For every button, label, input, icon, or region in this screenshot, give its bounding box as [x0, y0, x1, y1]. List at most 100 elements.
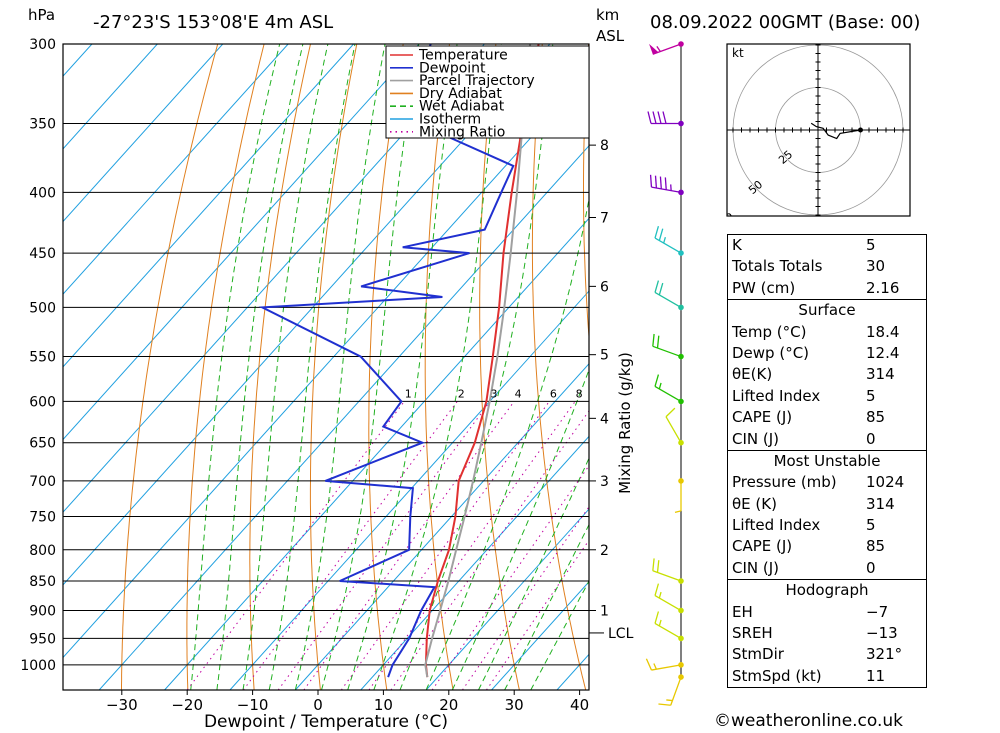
- row-label: θE (K): [732, 494, 777, 513]
- pressure-tick-label: 650: [29, 436, 56, 452]
- table-title: Most Unstable: [773, 451, 881, 470]
- row-value: 11: [866, 666, 886, 685]
- isobar-lines: [63, 43, 589, 666]
- table-row: Lifted Index 5: [728, 515, 926, 536]
- wet-adiabat-line: [425, 196, 589, 690]
- wind-barb: [645, 658, 684, 671]
- height-tick-label: 8: [600, 138, 609, 154]
- table-row: Totals Totals 30: [728, 256, 926, 277]
- wind-barb: [652, 333, 684, 360]
- row-label: Pressure (mb): [732, 473, 837, 492]
- dry-adiabat-line: [309, 44, 358, 690]
- legend-entry: Temperature: [418, 48, 508, 64]
- row-label: Totals Totals: [732, 257, 823, 276]
- row-value: 1024: [866, 473, 905, 492]
- isotherm-line: [63, 44, 354, 368]
- table-row: θE(K) 314: [728, 364, 926, 385]
- wind-barb: [652, 558, 684, 584]
- isotherm-line: [63, 44, 289, 295]
- height-tick-label: 3: [600, 474, 609, 490]
- wind-barb: [649, 41, 684, 55]
- pressure-tick-label: 700: [29, 474, 56, 490]
- table-row: CAPE (J) 85: [728, 536, 926, 557]
- mixing-ratio-line: [303, 401, 515, 690]
- row-value: −7: [866, 602, 889, 621]
- isotherm-line: [63, 44, 224, 223]
- most-unstable-table: Most Unstable Pressure (mb) 1024 θE (K) 314 L…: [727, 450, 927, 581]
- row-value: 314: [866, 494, 895, 513]
- height-tick-label: 2: [600, 543, 609, 559]
- dry-adiabat-line: [121, 44, 219, 690]
- mixing-ratio-line: [186, 401, 405, 690]
- isotherm-line: [63, 72, 589, 659]
- mixing-ratio-line: [242, 401, 458, 690]
- table-row: Pressure (mb) 1024: [728, 472, 926, 493]
- pressure-tick-label: 900: [29, 604, 56, 620]
- temperature-tick-label: −10: [237, 696, 269, 714]
- pressure-tick-label: 750: [29, 509, 56, 525]
- row-label: CAPE (J): [732, 537, 793, 556]
- row-value: 18.4: [866, 322, 900, 341]
- row-label: K: [732, 236, 742, 254]
- wet-adiabat-line: [347, 44, 458, 690]
- row-value: 314: [866, 365, 895, 384]
- height-tick-label: 1: [600, 604, 609, 620]
- temperature-tick-label: 0: [313, 696, 323, 714]
- wind-barb: [647, 111, 684, 127]
- temperature-tick-label: −20: [171, 696, 203, 714]
- surface-table: Surface Temp (°C) 18.4 Dewp (°C) 12.4 θE(K) 31…: [727, 300, 927, 451]
- row-value: 0: [866, 429, 876, 448]
- wet-adiabat-line: [478, 457, 589, 690]
- table-row: CAPE (J) 85: [728, 407, 926, 428]
- datetime-title: 08.09.2022 00GMT (Base: 00): [650, 12, 921, 33]
- dry-adiabat-line: [960, 44, 1000, 690]
- table-row: Temp (°C) 18.4: [728, 322, 926, 343]
- row-label: CAPE (J): [732, 408, 793, 427]
- isotherm-line: [63, 44, 93, 77]
- wet-adiabat-line: [190, 44, 281, 690]
- row-label: EH: [732, 602, 753, 621]
- pressure-tick-label: 1000: [20, 658, 56, 674]
- row-label: StmSpd (kt): [732, 666, 822, 685]
- isotherm-line: [164, 217, 589, 690]
- temperature-tick-label: 30: [505, 696, 524, 714]
- wind-barb: [654, 226, 684, 256]
- wet-adiabat-line: [530, 579, 589, 690]
- row-label: Lifted Index: [732, 386, 821, 405]
- dry-adiabat-line: [368, 44, 404, 690]
- height-tick-label: 5: [600, 348, 609, 364]
- mixing-ratio-label: 8: [576, 387, 583, 400]
- height-unit-label: km: [596, 6, 620, 24]
- wind-barb: [674, 478, 684, 514]
- hodograph-table: Hodograph EH −7 SREH −13 StmDir 321° StmSpd (kt…: [727, 580, 927, 689]
- legend-entry: Dewpoint: [419, 60, 486, 76]
- table-row: StmSpd (kt) 11: [728, 666, 926, 687]
- pressure-tick-label: 800: [29, 543, 56, 559]
- row-value: 5: [866, 386, 876, 405]
- wind-barb: [649, 174, 684, 196]
- row-label: SREH: [732, 624, 773, 643]
- temperature-profile-line: [424, 44, 540, 678]
- temperature-tick-label: 20: [439, 696, 458, 714]
- wind-barbs: [645, 41, 684, 706]
- lcl-label: LCL: [608, 626, 634, 642]
- isotherm-line: [294, 362, 589, 690]
- wind-barb: [665, 407, 684, 446]
- pressure-tick-label: 600: [29, 394, 56, 410]
- temperature-tick-label: −30: [106, 696, 138, 714]
- dry-adiabat-line: [186, 44, 265, 690]
- wind-barb: [654, 611, 684, 642]
- row-label: Lifted Index: [732, 516, 821, 535]
- legend-box: [385, 45, 590, 139]
- row-label: CIN (J): [732, 558, 780, 577]
- row-value: −13: [866, 624, 898, 643]
- table-title: Surface: [798, 301, 856, 320]
- temperature-tick-label: 40: [570, 696, 589, 714]
- wind-barb: [654, 374, 684, 405]
- table-row: StmDir 321°: [728, 644, 926, 665]
- pressure-tick-label: 350: [29, 116, 56, 132]
- mixing-ratio-line: [390, 410, 589, 690]
